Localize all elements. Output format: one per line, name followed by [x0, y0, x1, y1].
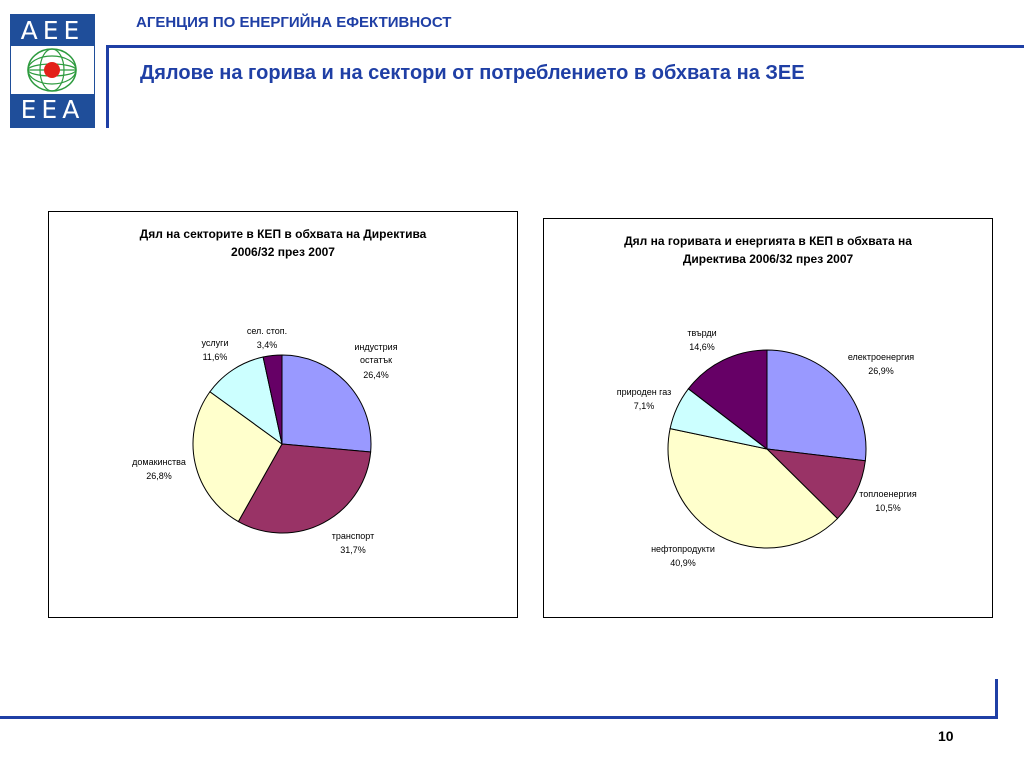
chart-title-line-1: Дял на секторите в КЕП в обхвата на Дире…: [140, 227, 427, 241]
page-title: Дялове на горива и на сектори от потребл…: [140, 62, 805, 84]
slice-percent-heat: 10,5%: [875, 503, 901, 513]
slice-label-electricity: електроенергия: [848, 352, 914, 362]
slice-percent-households: 26,8%: [146, 471, 172, 481]
slice-label-industry: индустрия: [354, 342, 397, 352]
slice-label-services: услуги: [202, 338, 229, 348]
fuels-pie-svg: Дял на горивата и енергията в КЕП в обхв…: [617, 234, 917, 568]
slice-label-industry-line-2: остатък: [360, 355, 392, 365]
fuels-pie-chart: Дял на горивата и енергията в КЕП в обхв…: [543, 218, 993, 618]
pie-slice-oil-products: [667, 428, 839, 549]
chart-title-line-2: Директива 2006/32 през 2007: [683, 252, 854, 266]
slice-percent-solid-fuels: 14,6%: [689, 342, 715, 352]
logo-emblem: [11, 46, 94, 94]
slice-percent-oil-products: 40,9%: [670, 558, 696, 568]
pie-slice-industry: [281, 354, 372, 453]
header-rule: [109, 45, 1024, 48]
page-number: 10: [938, 728, 954, 744]
slice-label-agriculture: сел. стоп.: [247, 326, 287, 336]
logo-text-bottom: EEA: [20, 95, 85, 124]
slice-percent-natural-gas: 7,1%: [634, 401, 655, 411]
agency-logo: AEE EEA: [10, 14, 95, 128]
pie-slice-transport: [237, 443, 372, 534]
sectors-pie-svg: Дял на секторите в КЕП в обхвата на Дире…: [132, 227, 427, 555]
header-vertical-rule: [106, 45, 109, 128]
sectors-pie-chart: Дял на секторите в КЕП в обхвата на Дире…: [48, 211, 518, 618]
slice-label-heat: топлоенергия: [859, 489, 917, 499]
pie-slice-agriculture: [262, 354, 283, 445]
chart-title-line-2: 2006/32 през 2007: [231, 245, 335, 259]
slice-label-solid-fuels: твърди: [687, 328, 716, 338]
footer-rule: [0, 716, 998, 719]
pie-slice-electricity: [766, 349, 867, 462]
slice-label-households: домакинства: [132, 457, 186, 467]
pie-slice-households: [192, 391, 283, 523]
slice-percent-services: 11,6%: [203, 352, 228, 362]
slice-percent-industry: 26,4%: [363, 370, 389, 380]
chart-title-line-1: Дял на горивата и енергията в КЕП в обхв…: [624, 234, 912, 248]
slice-label-transport: транспорт: [332, 531, 374, 541]
footer-vertical-rule: [995, 679, 998, 719]
slice-percent-electricity: 26,9%: [868, 366, 894, 376]
pie-slice-solid-fuels: [687, 349, 768, 451]
agency-name: АГЕНЦИЯ ПО ЕНЕРГИЙНА ЕФЕКТИВНОСТ: [136, 14, 452, 31]
slice-percent-transport: 31,7%: [340, 545, 366, 555]
slice-percent-agriculture: 3,4%: [257, 340, 278, 350]
logo-globe-icon: [27, 48, 77, 92]
logo-text-top: AEE: [20, 16, 85, 45]
pie-slice-services: [209, 356, 283, 446]
slice-label-oil-products: нефтопродукти: [651, 544, 715, 554]
slice-label-natural-gas: природен газ: [617, 387, 672, 397]
